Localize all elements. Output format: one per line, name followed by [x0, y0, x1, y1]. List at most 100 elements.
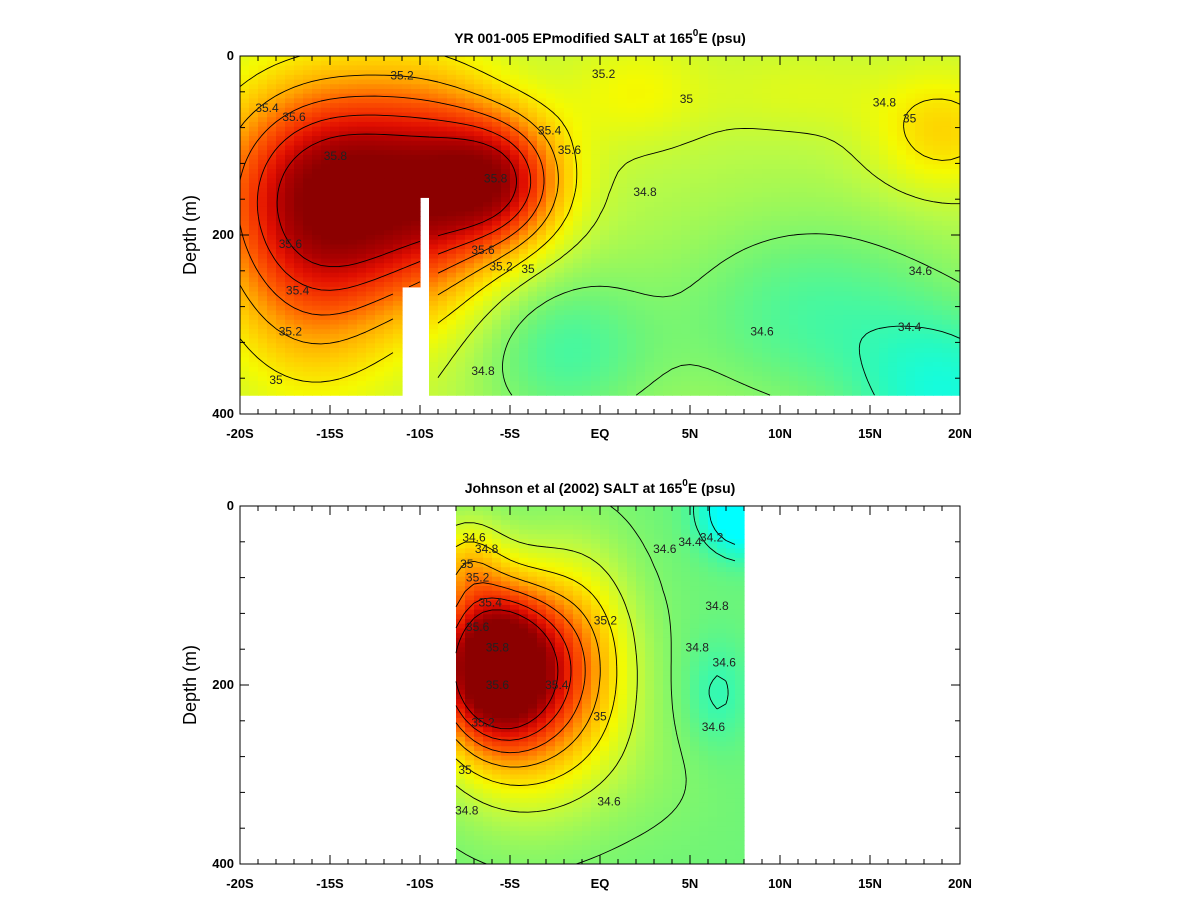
- model-salinity-cell: [591, 206, 601, 213]
- model-salinity-cell: [834, 249, 844, 255]
- model-salinity-cell: [681, 310, 691, 316]
- model-salinity-cell: [357, 286, 367, 293]
- model-salinity-cell: [717, 286, 727, 293]
- model-salinity-cell: [456, 70, 466, 76]
- model-salinity-cell: [519, 324, 529, 330]
- model-salinity-cell: [600, 263, 610, 269]
- model-salinity-cell: [492, 343, 502, 349]
- model-salinity-cell: [870, 159, 880, 165]
- model-salinity-cell: [474, 136, 484, 142]
- model-salinity-cell: [942, 112, 952, 118]
- model-salinity-cell: [546, 202, 556, 208]
- model-salinity-cell: [690, 310, 700, 316]
- model-salinity-cell: [465, 282, 475, 288]
- model-salinity-cell: [951, 84, 960, 90]
- model-salinity-cell: [663, 60, 673, 67]
- model-salinity-cell: [285, 315, 295, 321]
- model-salinity-cell: [312, 140, 322, 147]
- model-salinity-cell: [384, 98, 394, 104]
- model-salinity-cell: [816, 282, 826, 288]
- model-salinity-cell: [357, 56, 367, 62]
- model-salinity-cell: [573, 244, 583, 250]
- model-salinity-cell: [249, 192, 259, 198]
- model-salinity-cell: [897, 178, 907, 184]
- model-salinity-cell: [312, 103, 322, 109]
- model-salinity-cell: [303, 333, 313, 340]
- model-salinity-cell: [609, 253, 619, 260]
- model-salinity-cell: [933, 56, 943, 62]
- model-salinity-cell: [465, 60, 475, 67]
- model-salinity-cell: [258, 117, 268, 123]
- model-salinity-cell: [780, 216, 790, 222]
- model-salinity-cell: [726, 244, 736, 250]
- model-salinity-cell: [825, 60, 835, 67]
- model-salinity-cell: [528, 315, 538, 321]
- model-salinity-cell: [933, 272, 943, 278]
- model-salinity-cell: [915, 211, 925, 217]
- model-salinity-cell: [294, 235, 304, 241]
- model-salinity-cell: [483, 249, 493, 255]
- model-salinity-cell: [744, 60, 754, 67]
- model-salinity-cell: [852, 230, 862, 236]
- model-salinity-cell: [240, 121, 250, 128]
- model-salinity-cell: [780, 253, 790, 260]
- model-salinity-cell: [789, 348, 799, 354]
- model-salinity-cell: [591, 267, 601, 274]
- model-salinity-cell: [375, 305, 385, 311]
- model-salinity-cell: [330, 286, 340, 293]
- model-salinity-cell: [348, 230, 358, 236]
- model-salinity-cell: [780, 258, 790, 264]
- model-salinity-cell: [276, 315, 286, 321]
- model-salinity-cell: [645, 202, 655, 208]
- model-salinity-cell: [753, 65, 763, 71]
- model-salinity-cell: [366, 258, 376, 264]
- model-salinity-cell: [951, 286, 960, 293]
- model-salinity-cell: [591, 187, 601, 194]
- model-salinity-cell: [915, 244, 925, 250]
- model-salinity-cell: [735, 183, 745, 189]
- model-salinity-cell: [861, 296, 871, 302]
- model-salinity-cell: [348, 150, 358, 156]
- model-salinity-cell: [699, 70, 709, 76]
- model-salinity-cell: [582, 319, 592, 326]
- model-salinity-cell: [303, 263, 313, 269]
- model-salinity-cell: [240, 235, 250, 241]
- model-salinity-cell: [735, 131, 745, 137]
- model-salinity-cell: [708, 319, 718, 326]
- model-salinity-cell: [384, 230, 394, 236]
- model-salinity-cell: [924, 65, 934, 71]
- model-salinity-cell: [816, 131, 826, 137]
- model-salinity-cell: [825, 220, 835, 227]
- model-salinity-cell: [573, 107, 583, 114]
- model-salinity-cell: [636, 202, 646, 208]
- model-salinity-cell: [762, 56, 772, 62]
- model-salinity-cell: [609, 319, 619, 326]
- model-salinity-cell: [780, 225, 790, 231]
- model-salinity-cell: [483, 187, 493, 194]
- model-salinity-cell: [384, 253, 394, 260]
- model-salinity-cell: [627, 70, 637, 76]
- model-salinity-cell: [789, 329, 799, 335]
- model-salinity-cell: [924, 131, 934, 137]
- model-salinity-cell: [294, 183, 304, 189]
- model-salinity-cell: [933, 286, 943, 293]
- model-salinity-cell: [690, 272, 700, 278]
- model-salinity-cell: [537, 183, 547, 189]
- model-salinity-cell: [789, 192, 799, 198]
- model-salinity-cell: [285, 267, 295, 274]
- model-salinity-cell: [690, 74, 700, 81]
- model-salinity-cell: [807, 258, 817, 264]
- model-salinity-cell: [735, 329, 745, 335]
- model-salinity-cell: [699, 206, 709, 213]
- model-salinity-cell: [519, 277, 529, 283]
- model-salinity-cell: [690, 206, 700, 213]
- model-salinity-cell: [393, 169, 403, 175]
- model-salinity-cell: [519, 291, 529, 297]
- model-salinity-cell: [483, 310, 493, 316]
- model-salinity-cell: [519, 249, 529, 255]
- model-salinity-cell: [402, 98, 412, 104]
- model-salinity-cell: [618, 150, 628, 156]
- model-salinity-cell: [357, 310, 367, 316]
- model-salinity-cell: [582, 329, 592, 335]
- model-salinity-cell: [420, 140, 430, 147]
